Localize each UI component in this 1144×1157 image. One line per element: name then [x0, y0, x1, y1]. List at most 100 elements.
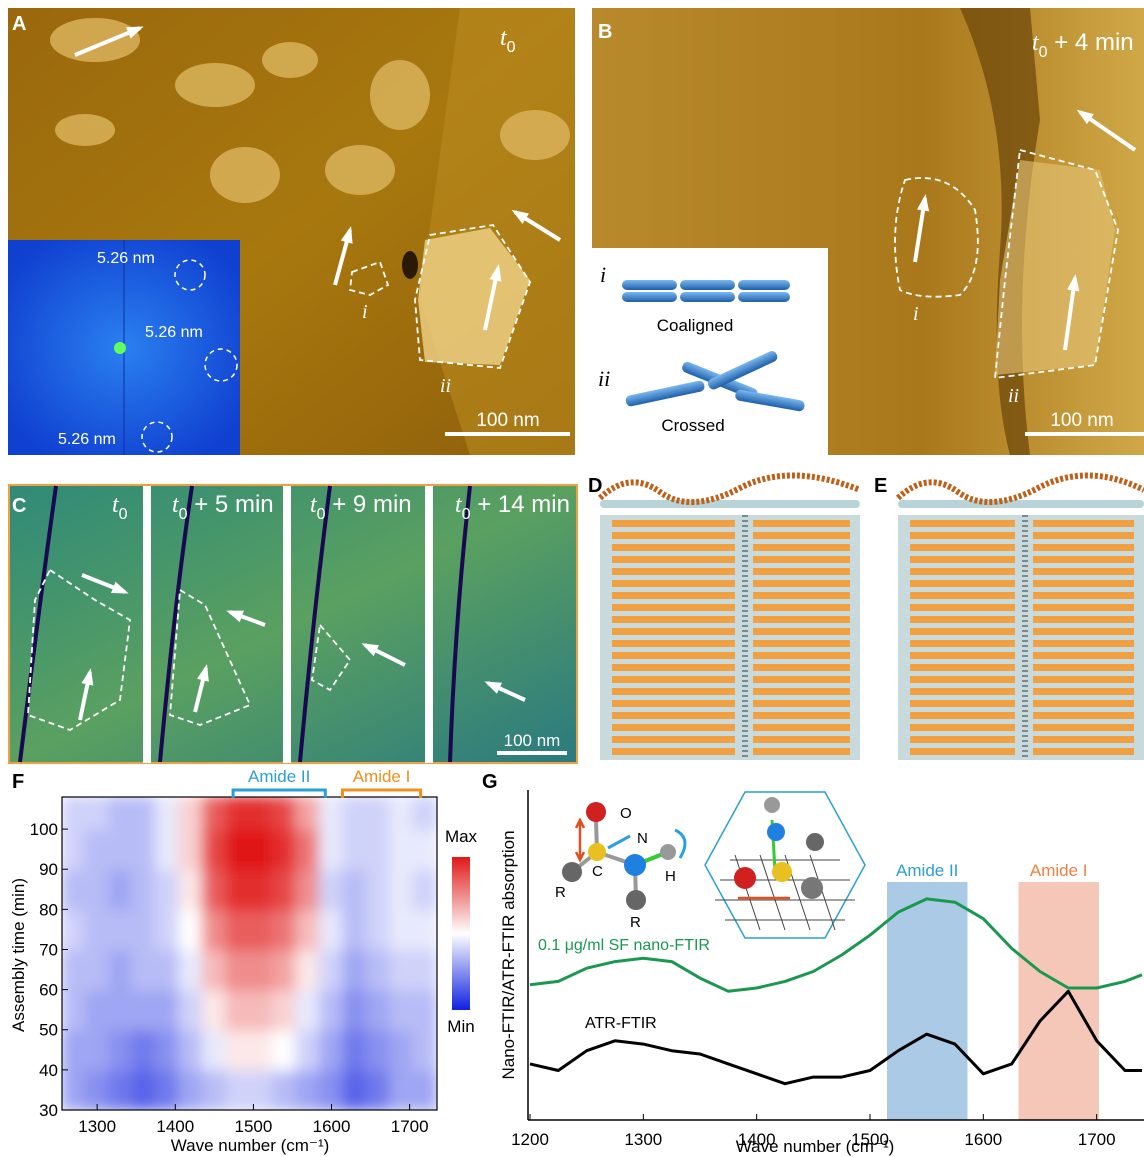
x-tick-label: 1400: [156, 1117, 194, 1136]
heat-cell: [342, 948, 367, 990]
x-tick-label: 1300: [624, 1130, 662, 1149]
y-axis-label: Assembly time (min): [9, 878, 28, 1032]
heat-cell: [61, 796, 86, 830]
heat-cell: [225, 1029, 250, 1071]
atom-label: R: [630, 914, 641, 931]
heat-cell: [108, 796, 133, 830]
x-tick-label: 1700: [391, 1117, 429, 1136]
heat-cell: [155, 989, 180, 1031]
heat-cell: [413, 868, 438, 910]
heat-cell: [225, 868, 250, 910]
inset-numeral: i: [600, 262, 606, 287]
panel-d: D: [588, 475, 860, 760]
colorbar: [452, 857, 470, 1010]
heat-cell: [108, 1029, 133, 1071]
heat-cell: [202, 796, 227, 830]
beta-strand: [1033, 580, 1134, 587]
substrate: [898, 500, 1144, 508]
beta-strand: [1033, 736, 1134, 743]
heat-cell: [178, 796, 203, 830]
heat-cell: [342, 908, 367, 950]
y-axis-label: Nano-FTIR/ATR-FTIR absorption: [499, 830, 518, 1079]
heat-cell: [61, 948, 86, 990]
panel-b: B t0 + 4 min i ii i Coaligned ii Crossed…: [592, 8, 1144, 455]
heat-cell: [272, 868, 297, 910]
heat-cell: [249, 1029, 274, 1071]
beta-strand: [612, 676, 735, 683]
beta-strand: [612, 544, 735, 551]
heat-cell: [272, 989, 297, 1031]
beta-strand: [612, 532, 735, 539]
beta-strand: [910, 736, 1015, 743]
beta-strand: [1033, 544, 1134, 551]
heat-cell: [319, 989, 344, 1031]
region-label: ii: [1008, 385, 1019, 407]
heat-cell: [366, 796, 391, 830]
beta-strand: [1033, 712, 1134, 719]
heat-cell: [131, 828, 156, 870]
heatmap: [61, 796, 438, 1111]
atom-label: O: [620, 805, 632, 822]
beta-strand: [910, 604, 1015, 611]
heat-cell: [319, 796, 344, 830]
beta-strand: [1033, 664, 1134, 671]
figure: A t0 5.26 nm 5.26 nm 5.26 nm i ii 100 nm…: [0, 0, 1144, 1157]
heat-cell: [178, 1029, 203, 1071]
beta-strand: [753, 544, 850, 551]
inset-caption: Coaligned: [657, 316, 734, 335]
beta-strand: [753, 628, 850, 635]
heat-cell: [178, 1069, 203, 1111]
heat-cell: [319, 868, 344, 910]
heat-cell: [319, 948, 344, 990]
region-label: i: [362, 301, 368, 323]
beta-strand: [612, 688, 735, 695]
heat-cell: [366, 868, 391, 910]
series-label: 0.1 μg/ml SF nano-FTIR: [538, 937, 710, 954]
heatmap-cells: [61, 796, 438, 1111]
heat-cell: [61, 868, 86, 910]
beta-strand: [910, 724, 1015, 731]
beta-strand: [753, 712, 850, 719]
heat-cell: [155, 1069, 180, 1111]
beta-strand: [612, 712, 735, 719]
beta-strand: [910, 664, 1015, 671]
beta-strand: [1033, 700, 1134, 707]
heat-cell: [108, 828, 133, 870]
heat-cell: [131, 908, 156, 950]
colorbar-min: Min: [447, 1017, 474, 1036]
heat-cell: [295, 1069, 320, 1111]
heat-cell: [389, 948, 414, 990]
heat-cell: [178, 828, 203, 870]
heat-cell: [295, 948, 320, 990]
heat-cell: [295, 796, 320, 830]
heat-cell: [155, 868, 180, 910]
graphene: [600, 515, 860, 760]
heat-cell: [342, 1069, 367, 1111]
x-tick-label: 1700: [1078, 1130, 1116, 1149]
panel-e: E: [874, 475, 1144, 760]
heat-cell: [61, 989, 86, 1031]
panel-f: F Assembly time (min) Wave number (cm⁻¹)…: [9, 767, 478, 1155]
band-label: Amide II: [896, 861, 958, 880]
heat-cell: [249, 908, 274, 950]
inset-caption: Crossed: [661, 416, 724, 435]
heat-cell: [366, 908, 391, 950]
x-tick-label: 1500: [234, 1117, 272, 1136]
heat-cell: [84, 948, 109, 990]
heat-cell: [131, 1029, 156, 1071]
heat-cell: [389, 828, 414, 870]
beta-strand: [753, 664, 850, 671]
beta-strand: [910, 556, 1015, 563]
heat-cell: [272, 1029, 297, 1071]
heat-cell: [61, 908, 86, 950]
beta-strand: [910, 628, 1015, 635]
panel-label: B: [598, 21, 612, 43]
beta-strand: [1033, 604, 1134, 611]
band-label: Amide I: [1030, 861, 1088, 880]
beta-strand: [753, 700, 850, 707]
x-tick-label: 1500: [851, 1130, 889, 1149]
beta-strand: [910, 688, 1015, 695]
atom-label: N: [637, 830, 648, 847]
heat-cell: [202, 1029, 227, 1071]
beta-strand: [910, 520, 1015, 527]
